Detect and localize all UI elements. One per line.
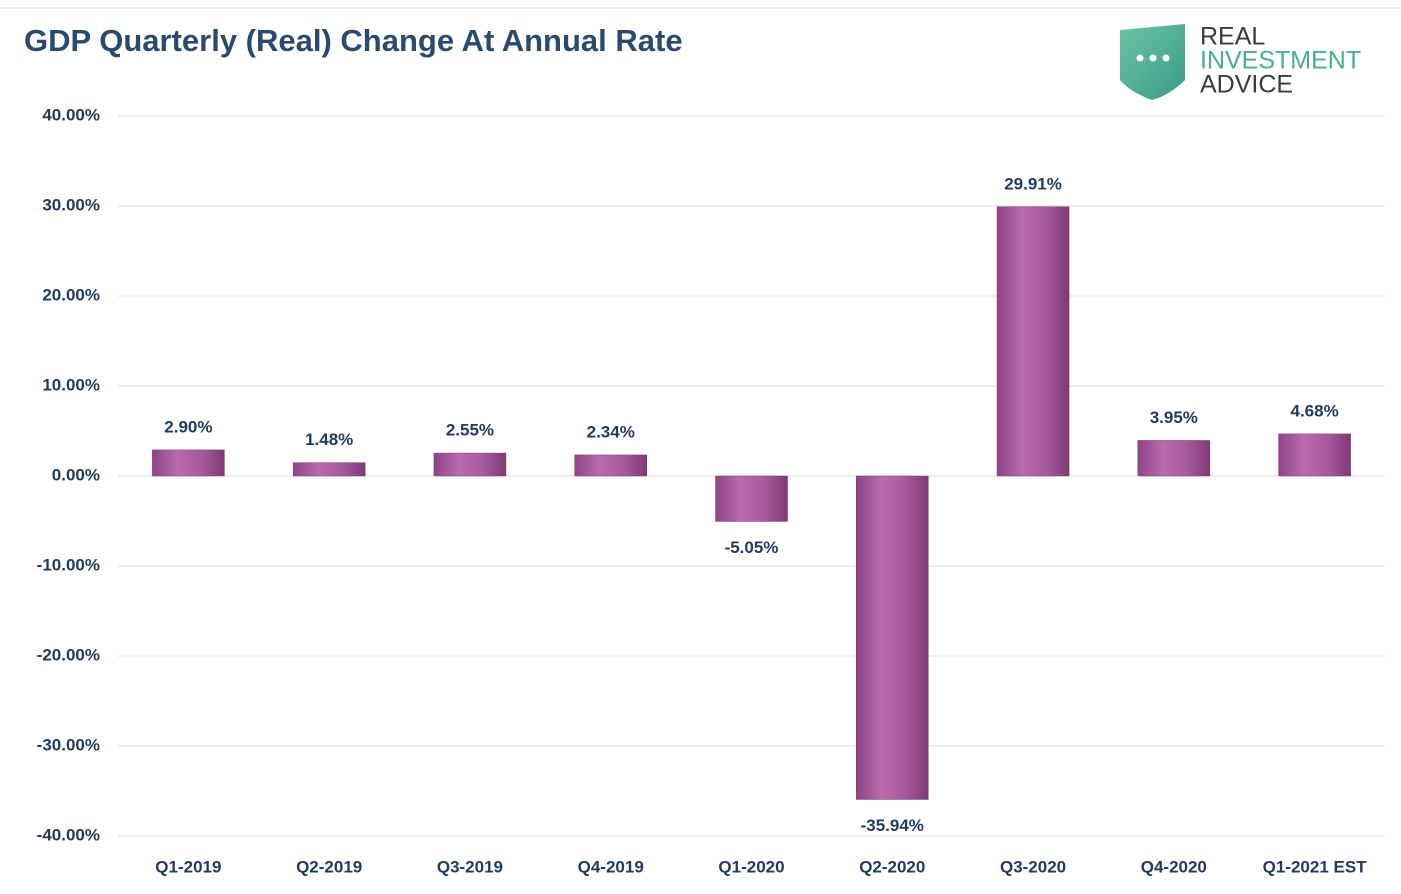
logo: REAL INVESTMENT ADVICE bbox=[1120, 23, 1361, 100]
y-tick-label: 20.00% bbox=[42, 285, 100, 304]
data-label: -5.05% bbox=[725, 538, 779, 557]
data-label: 2.90% bbox=[164, 417, 212, 436]
y-tick-label: -10.00% bbox=[37, 555, 100, 574]
x-tick-label: Q1-2020 bbox=[718, 857, 784, 876]
x-tick-label: Q4-2019 bbox=[578, 857, 644, 876]
logo-dot bbox=[1162, 54, 1170, 62]
logo-dot bbox=[1136, 54, 1144, 62]
x-tick-label: Q1-2021 EST bbox=[1263, 857, 1368, 876]
data-label: 2.34% bbox=[587, 422, 635, 441]
x-tick-label: Q3-2019 bbox=[437, 857, 503, 876]
y-tick-label: -40.00% bbox=[37, 825, 100, 844]
y-tick-label: 10.00% bbox=[42, 375, 100, 394]
x-tick-label: Q3-2020 bbox=[1000, 857, 1066, 876]
data-label: 1.48% bbox=[305, 430, 353, 449]
y-tick-label: 40.00% bbox=[42, 105, 100, 124]
data-label: 29.91% bbox=[1004, 174, 1062, 193]
x-tick-label: Q4-2020 bbox=[1141, 857, 1207, 876]
y-tick-label: 0.00% bbox=[52, 465, 100, 484]
logo-dot bbox=[1149, 54, 1157, 62]
bar bbox=[292, 462, 366, 477]
bar bbox=[1137, 440, 1211, 477]
data-label: 2.55% bbox=[446, 421, 494, 440]
data-label: 3.95% bbox=[1150, 408, 1198, 427]
bar bbox=[433, 452, 507, 477]
data-label: 4.68% bbox=[1291, 401, 1339, 420]
chart-title: GDP Quarterly (Real) Change At Annual Ra… bbox=[24, 23, 683, 58]
logo-shield bbox=[1120, 24, 1185, 100]
logo-text: INVESTMENT bbox=[1200, 47, 1361, 75]
y-tick-label: -30.00% bbox=[37, 735, 100, 754]
x-tick-label: Q2-2020 bbox=[859, 857, 925, 876]
bar bbox=[152, 449, 225, 477]
y-tick-label: 30.00% bbox=[42, 195, 100, 214]
bar bbox=[574, 454, 647, 477]
logo-text: REAL bbox=[1200, 23, 1265, 51]
bar bbox=[715, 475, 788, 522]
logo-text: ADVICE bbox=[1200, 71, 1293, 99]
data-label: -35.94% bbox=[861, 816, 924, 835]
bar bbox=[1278, 433, 1351, 477]
bar bbox=[856, 475, 929, 800]
x-tick-label: Q1-2019 bbox=[155, 857, 221, 876]
y-tick-label: -20.00% bbox=[37, 645, 100, 664]
bar bbox=[996, 206, 1070, 477]
x-tick-label: Q2-2019 bbox=[296, 857, 362, 876]
